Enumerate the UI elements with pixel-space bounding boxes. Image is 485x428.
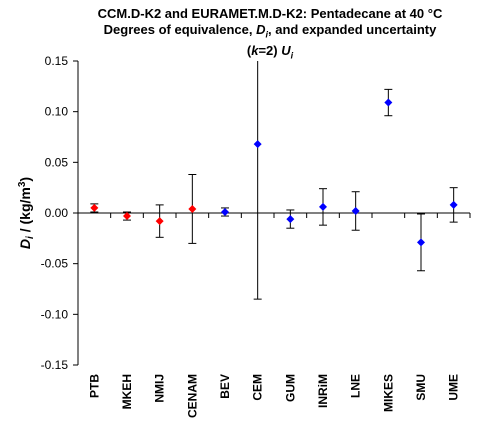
data-point bbox=[384, 98, 393, 107]
x-tick-label: SMU bbox=[414, 374, 428, 401]
data-point bbox=[123, 212, 131, 221]
data-point bbox=[286, 215, 295, 224]
data-point bbox=[188, 204, 197, 213]
x-tick-label: GUM bbox=[283, 374, 297, 402]
data-point bbox=[253, 140, 262, 149]
chart-title: CCM.D-K2 and EURAMET.M.D-K2: Pentadecane… bbox=[60, 6, 480, 63]
data-point bbox=[417, 238, 425, 247]
title-line-3: (k=2) Ui bbox=[246, 42, 294, 61]
x-tick-label: BEV bbox=[218, 374, 232, 399]
x-tick-label: NMIJ bbox=[153, 374, 167, 403]
data-point bbox=[319, 202, 327, 211]
y-tick-label: 0.10 bbox=[45, 105, 69, 119]
y-tick-label: 0.15 bbox=[45, 54, 69, 68]
data-point bbox=[90, 203, 99, 212]
y-tick-label: -0.05 bbox=[41, 257, 69, 271]
x-tick-label: CEM bbox=[251, 374, 265, 401]
data-point bbox=[449, 200, 458, 209]
y-tick-label: 0.05 bbox=[45, 155, 69, 169]
x-tick-label: MIKES bbox=[381, 374, 395, 412]
data-marks bbox=[90, 61, 458, 300]
x-ticks: PTB MKEH NMIJ CENAM BEV CEM GUM INRiM LNE MIKES SM… bbox=[77, 213, 471, 418]
data-point bbox=[155, 217, 164, 226]
title-line-2: Degrees of equivalence, Di, and expanded… bbox=[103, 22, 437, 40]
x-tick-label: LNE bbox=[349, 374, 363, 398]
data-point bbox=[351, 206, 360, 215]
x-tick-label: PTB bbox=[87, 374, 101, 398]
data-point bbox=[221, 207, 229, 216]
x-tick-label: CENAM bbox=[185, 374, 199, 418]
x-tick-label: MKEH bbox=[120, 374, 134, 409]
y-tick-label: 0.00 bbox=[45, 206, 69, 220]
y-tick-label: -0.10 bbox=[41, 307, 69, 321]
y-ticks: 0.15 0.10 0.05 0.00 -0.05 -0.10 -0.15 bbox=[41, 54, 78, 372]
x-tick-label: INRiM bbox=[316, 374, 330, 408]
title-line-1: CCM.D-K2 and EURAMET.M.D-K2: Pentadecane… bbox=[97, 6, 443, 21]
y-tick-label: -0.15 bbox=[41, 358, 69, 372]
x-tick-label: UME bbox=[447, 374, 461, 401]
y-axis-label: Di / (kg/m3) bbox=[17, 177, 36, 249]
